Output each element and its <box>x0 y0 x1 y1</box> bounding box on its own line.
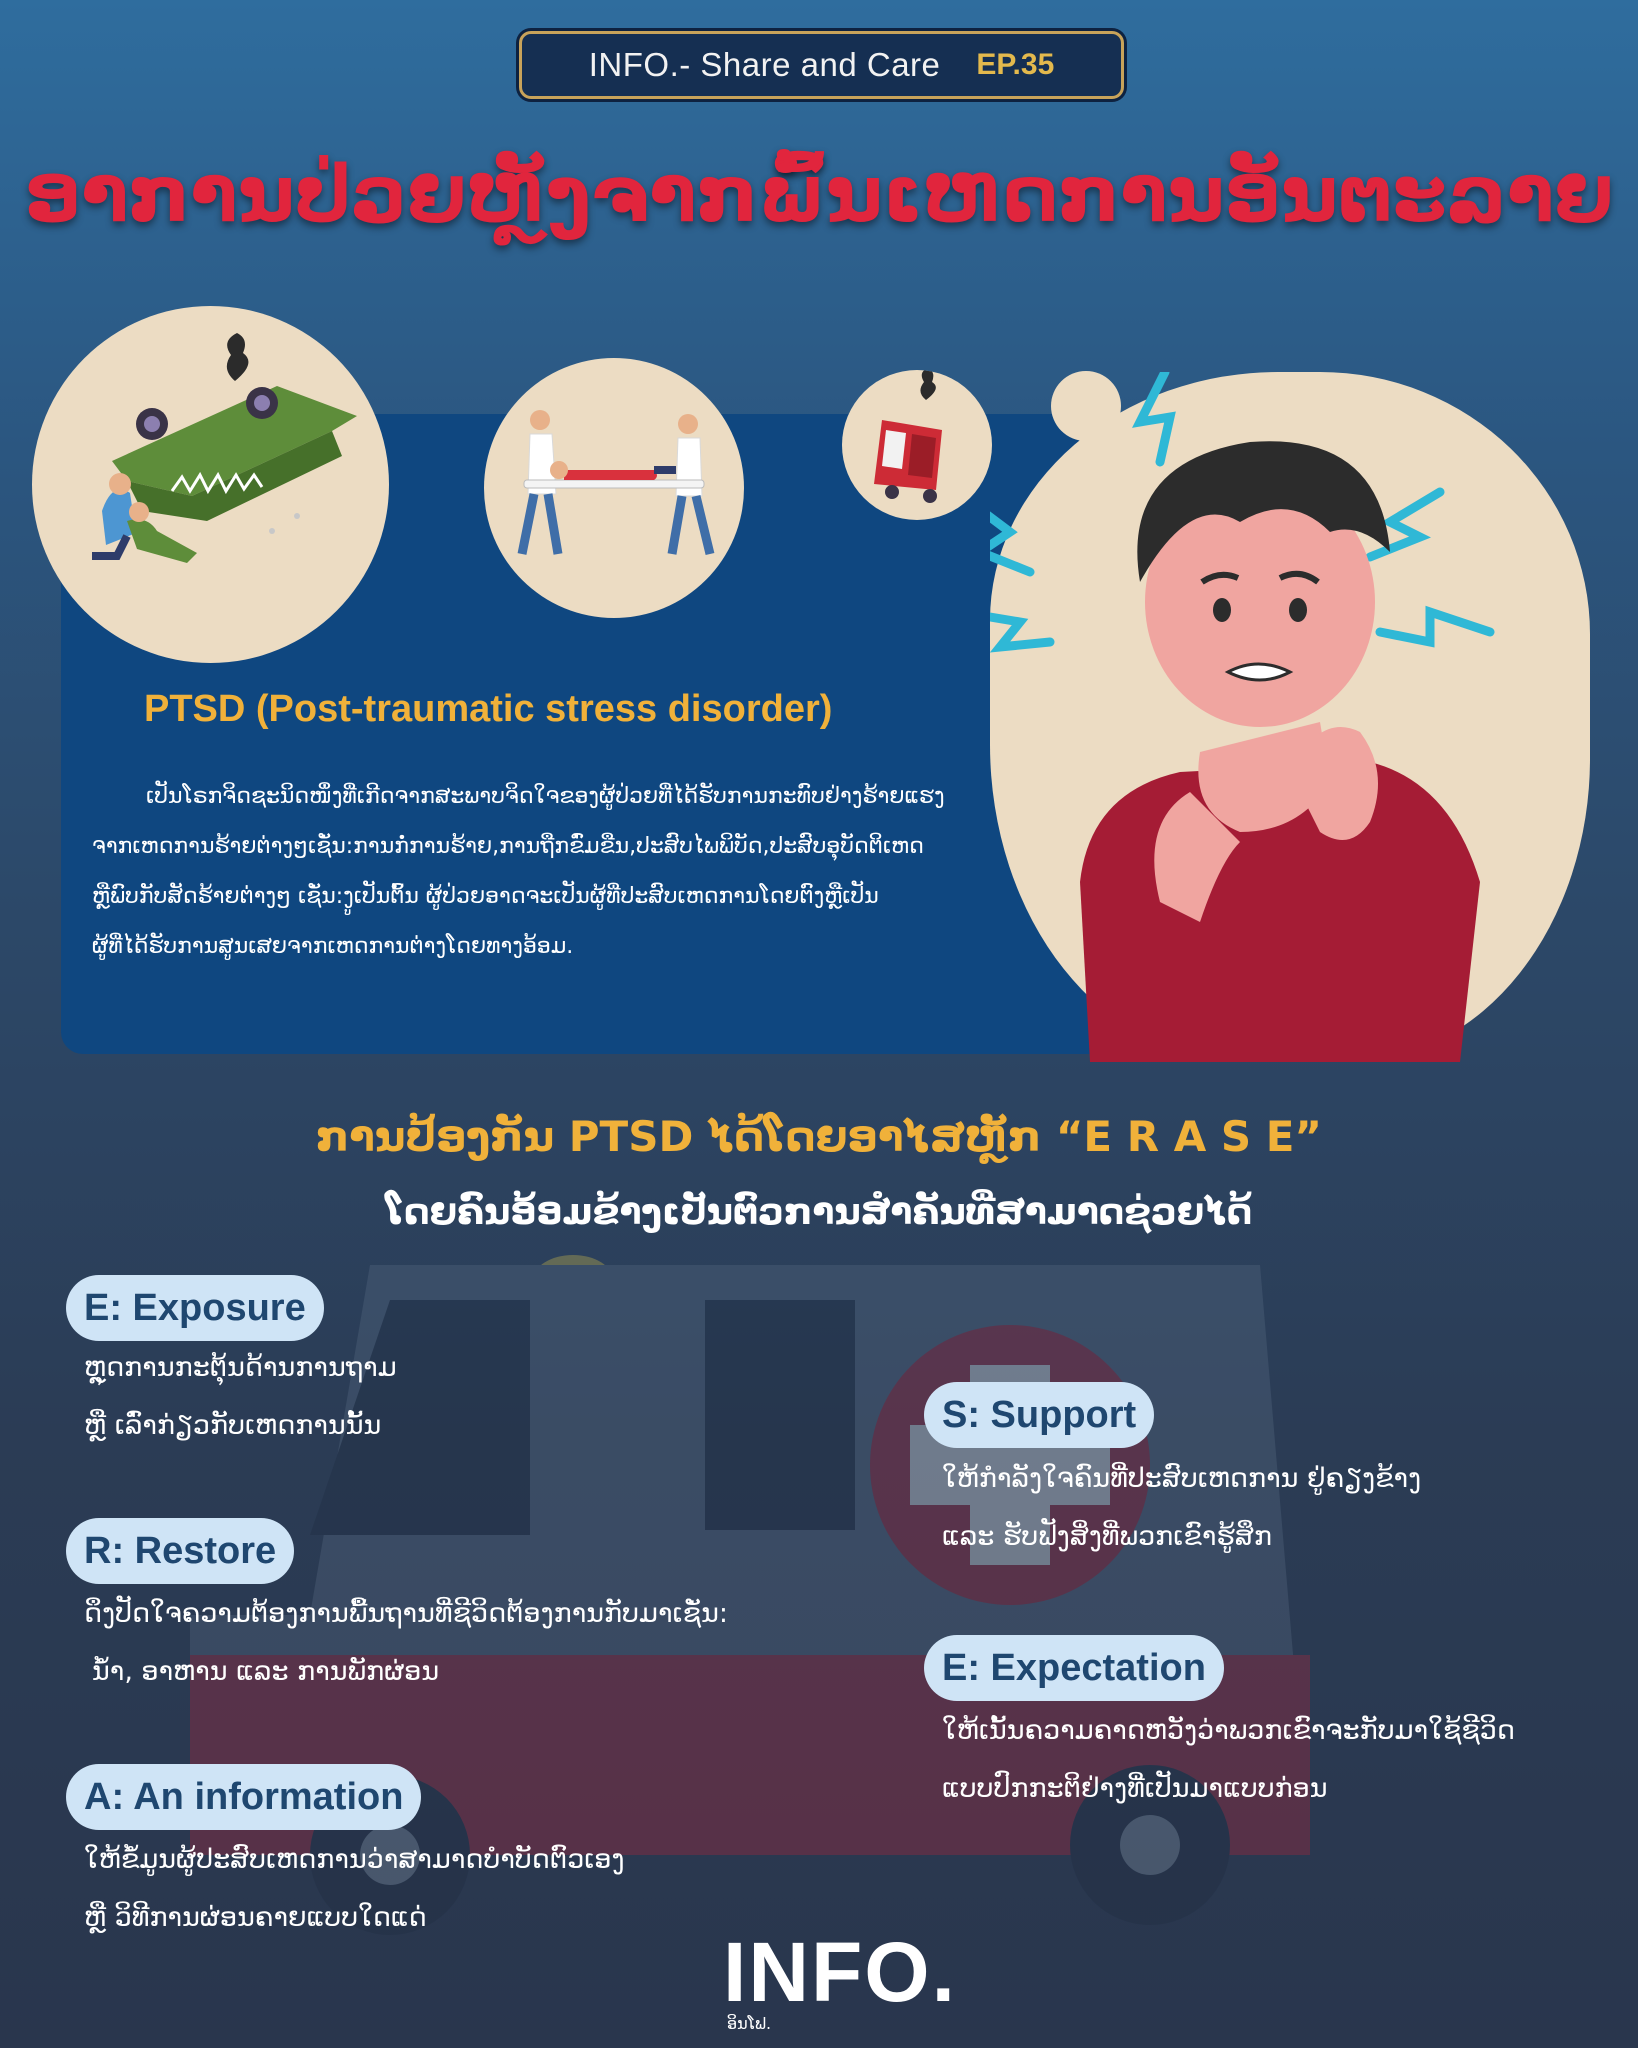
crashed-car-illustration <box>842 370 992 520</box>
page-title: ອາການປ່ວຍຫຼັງຈາກພົ້ນເຫດການອັນຕະລາຍ <box>24 150 1614 240</box>
erase-text-line: ຫຼື ວິທີການຜ່ອນຄາຍແບບໃດແດ່ <box>84 1902 427 1933</box>
ptsd-description: ເປັນໂຣກຈິດຊະນິດໜຶ່ງທີ່ເກີດຈາກສະພາບຈິດໃຈຂ… <box>92 772 992 972</box>
erase-expectation-label: E: Expectation <box>924 1635 1224 1701</box>
erase-support-text: ໃຫ້ກຳລັງໃຈຄົນທີ່ປະສົບເຫດການ ຢູ່ຄຽງຂ້າງ ແ… <box>942 1450 1421 1566</box>
erase-exposure-text: ຫຼຸດການກະຕຸ້ນດ້ານການຖາມ ຫຼື ເລົ່າກ່ຽວກັບ… <box>84 1339 397 1455</box>
erase-text-line: ໃຫ້ຂໍ້ມູນຜູ້ປະສົບເຫດການວ່າສາມາດບຳບັດຕົວເ… <box>84 1844 625 1875</box>
erase-text-line: ໃຫ້ກຳລັງໃຈຄົນທີ່ປະສົບເຫດການ ຢູ່ຄຽງຂ້າງ <box>942 1463 1422 1494</box>
erase-text-line: ນ້ຳ, ອາຫານ ແລະ ການພັກຜ່ອນ <box>92 1656 440 1687</box>
erase-restore-text: ດຶງປັດໃຈຄວາມຕ້ອງການພື້ນຖານທີ່ຊີວິດຕ້ອງກາ… <box>84 1585 728 1701</box>
series-name: INFO.- Share and Care <box>588 46 941 83</box>
erase-restore-label: R: Restore <box>66 1518 295 1584</box>
erase-text-line: ຫຼື ເລົ່າກ່ຽວກັບເຫດການນັ້ນ <box>84 1410 382 1441</box>
stretcher-carry-illustration <box>484 358 744 618</box>
erase-text-line: ແບບປົກກະຕິຢ່າງທີ່ເປັນມາແບບກ່ອນ <box>942 1773 1328 1804</box>
anxious-man-illustration <box>955 367 1590 1062</box>
erase-information-text: ໃຫ້ຂໍ້ມູນຜູ້ປະສົບເຫດການວ່າສາມາດບຳບັດຕົວເ… <box>84 1831 625 1947</box>
erase-heading: ການປ້ອງກັນ PTSD ໄດ້ໂດຍອາໄສຫຼັກ “E R A S … <box>316 1112 1322 1161</box>
ptsd-line: ຈາກເຫດການຮ້າຍຕ່າງໆເຊັ່ນ:ການກໍ່ການຮ້າຍ,ກາ… <box>92 834 924 859</box>
erase-exposure-label: E: Exposure <box>66 1275 324 1341</box>
erase-subheading: ໂດຍຄົນອ້ອມຂ້າງເປັນຕົວການສຳຄັນທີ່ສາມາດຊ່ວ… <box>385 1192 1253 1233</box>
episode-number: EP.35 <box>976 48 1055 81</box>
erase-text-line: ດຶງປັດໃຈຄວາມຕ້ອງການພື້ນຖານທີ່ຊີວິດຕ້ອງກາ… <box>84 1598 728 1629</box>
erase-text-line: ຫຼຸດການກະຕຸ້ນດ້ານການຖາມ <box>84 1352 397 1383</box>
ptsd-line: ເປັນໂຣກຈິດຊະນິດໜຶ່ງທີ່ເກີດຈາກສະພາບຈິດໃຈຂ… <box>146 784 945 809</box>
ptsd-line: ຫຼືພົບກັບສັດຮ້າຍຕ່າງໆ ເຊັ່ນ:ງູເປັນຕົ້ນ ຜ… <box>92 884 879 909</box>
info-logo: INFO. <box>723 1925 957 2019</box>
erase-information-label: A: An information <box>66 1764 422 1830</box>
erase-text-line: ໃຫ້ເນັ້ນຄວາມຄາດຫວັງວ່າພວກເຂົາຈະກັບມາໃຊ້ຊ… <box>942 1715 1515 1746</box>
ptsd-line: ຜູ້ທີ່ໄດ້ຮັບການສູນເສຍຈາກເຫດການຕ່າງໂດຍທາງ… <box>92 934 574 959</box>
info-logo-subtitle: ອິນໂຟ. <box>727 2014 772 2033</box>
erase-support-label: S: Support <box>924 1382 1155 1448</box>
ptsd-heading: PTSD (Post-traumatic stress disorder) <box>144 688 833 730</box>
header-badge: INFO.- Share and Care EP.35 <box>519 31 1124 99</box>
erase-expectation-text: ໃຫ້ເນັ້ນຄວາມຄາດຫວັງວ່າພວກເຂົາຈະກັບມາໃຊ້ຊ… <box>942 1702 1515 1818</box>
erase-text-line: ແລະ ຮັບຟັງສິ່ງທີ່ພວກເຂົາຮູ້ສຶກ <box>942 1521 1272 1552</box>
overturned-car-rescue-illustration <box>32 306 389 663</box>
